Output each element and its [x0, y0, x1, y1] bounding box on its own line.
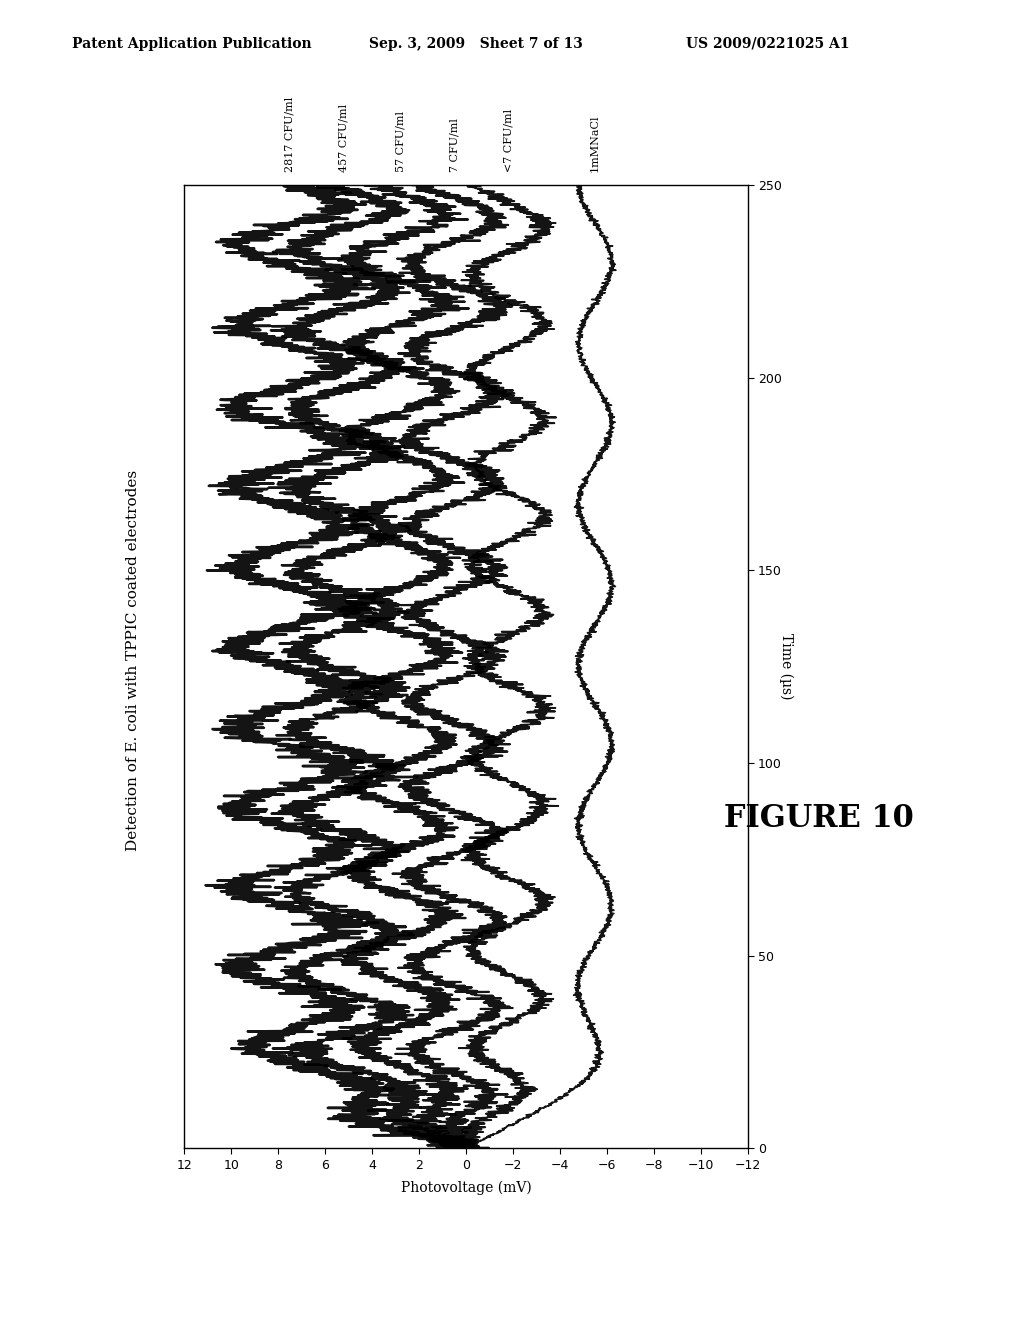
Text: Detection of E. coli with TPPIC coated electrodes: Detection of E. coli with TPPIC coated e… [126, 470, 140, 850]
Text: US 2009/0221025 A1: US 2009/0221025 A1 [686, 37, 850, 51]
Text: Sep. 3, 2009   Sheet 7 of 13: Sep. 3, 2009 Sheet 7 of 13 [369, 37, 583, 51]
Text: <7 CFU/ml: <7 CFU/ml [503, 108, 513, 172]
Text: 1mMNaCl: 1mMNaCl [590, 114, 600, 172]
Text: Patent Application Publication: Patent Application Publication [72, 37, 311, 51]
Text: 57 CFU/ml: 57 CFU/ml [395, 111, 406, 172]
Text: 7 CFU/ml: 7 CFU/ml [450, 117, 459, 172]
X-axis label: Photovoltage (mV): Photovoltage (mV) [400, 1180, 531, 1195]
Text: 457 CFU/ml: 457 CFU/ml [339, 103, 349, 172]
Y-axis label: Time (µs): Time (µs) [778, 634, 793, 700]
Text: FIGURE 10: FIGURE 10 [724, 803, 914, 834]
Text: 2817 CFU/ml: 2817 CFU/ml [285, 96, 295, 172]
